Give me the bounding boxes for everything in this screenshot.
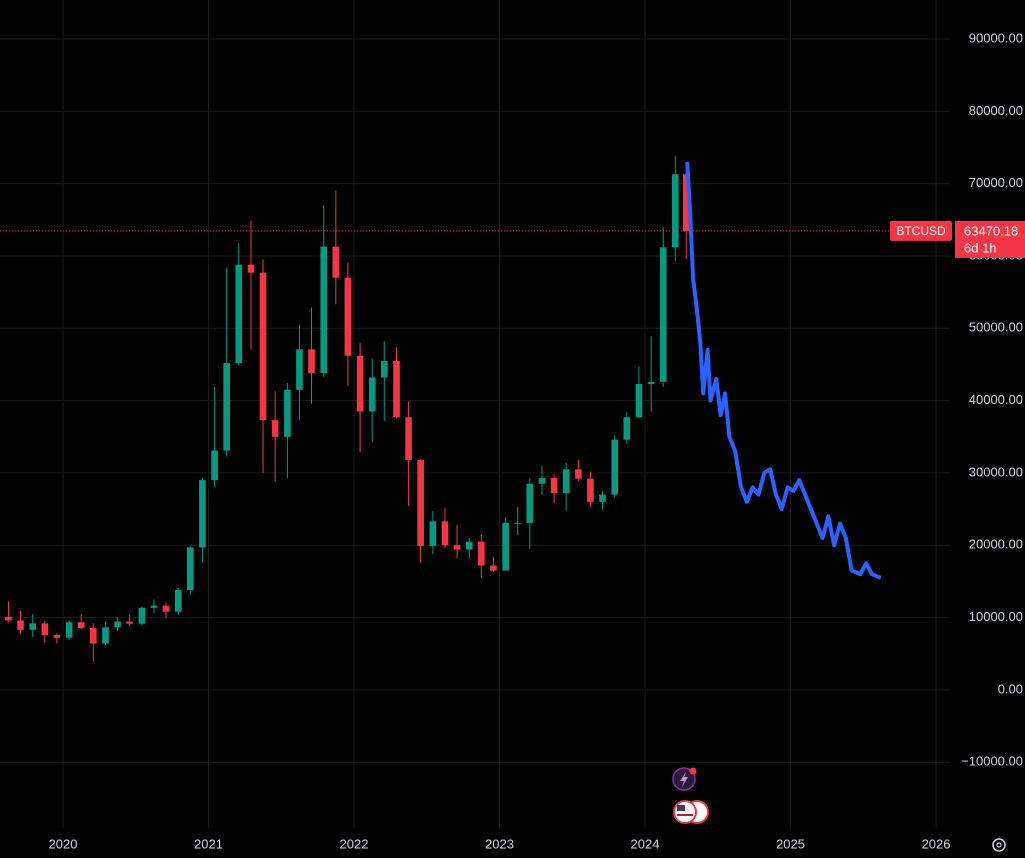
- candle-body: [490, 565, 497, 571]
- plot: [5, 156, 882, 662]
- candle-body: [5, 616, 12, 621]
- candle-body: [138, 607, 146, 624]
- gear-center: [996, 842, 1002, 848]
- x-tick-label: 2023: [485, 836, 514, 851]
- notification-dot: [689, 767, 697, 775]
- x-tick-label: 2021: [194, 836, 223, 851]
- symbol-label: BTCUSD: [896, 224, 946, 238]
- candle-body: [29, 623, 37, 630]
- candle-body: [465, 541, 473, 550]
- x-tick-label: 2020: [49, 836, 78, 851]
- candle-body: [635, 383, 643, 418]
- candle-body: [368, 377, 376, 412]
- candle-body: [284, 389, 291, 437]
- candle-body: [259, 272, 267, 421]
- candle-body: [538, 477, 546, 484]
- x-tick-label: 2022: [340, 836, 369, 851]
- candle-body: [587, 478, 594, 502]
- gear[interactable]: [992, 838, 1006, 852]
- candle-body: [17, 620, 24, 630]
- candle-body: [332, 246, 340, 278]
- symbol-label-bg: [890, 220, 952, 241]
- candle-body: [235, 264, 243, 364]
- candle-body: [126, 621, 133, 624]
- candle-body: [199, 480, 206, 548]
- candle-body: [659, 247, 667, 382]
- candle-body: [380, 360, 388, 378]
- grid: [0, 0, 950, 828]
- projection-line: [685, 161, 882, 580]
- candle-body: [247, 264, 255, 273]
- x-tick-label: 2024: [631, 836, 660, 851]
- candle-body: [211, 450, 218, 481]
- candle-body: [89, 628, 97, 644]
- candle-body: [502, 522, 509, 571]
- y-tick-label: 40000.00: [969, 392, 1023, 407]
- candle-body: [41, 623, 49, 635]
- candle-body: [77, 622, 85, 629]
- y-tick-label: 80000.00: [969, 103, 1023, 118]
- price-label-bg: [955, 220, 1025, 258]
- candle-body: [682, 174, 690, 231]
- candle-body: [102, 627, 109, 644]
- candle-body: [599, 494, 606, 502]
- candle-body: [514, 522, 522, 524]
- candle-body: [223, 363, 231, 451]
- candle-body: [647, 381, 655, 384]
- candle-body: [405, 417, 412, 460]
- candle-body: [575, 469, 582, 479]
- candle-body: [186, 547, 194, 591]
- candle-body: [453, 545, 461, 550]
- candle-body: [671, 174, 679, 248]
- y-tick-label: 50000.00: [969, 320, 1023, 335]
- candle-body: [320, 246, 328, 374]
- candle-body: [308, 349, 315, 374]
- candle-body: [562, 469, 570, 494]
- event-icons: [672, 767, 709, 824]
- candle-body: [356, 355, 364, 412]
- x-tick-label: 2026: [922, 836, 951, 851]
- candle-body: [623, 417, 631, 440]
- candle-body: [271, 420, 279, 437]
- candle-body: [441, 521, 449, 546]
- candle-body: [65, 622, 73, 638]
- candle-body: [393, 360, 400, 418]
- countdown-label: 6d 1h: [964, 240, 997, 255]
- y-tick-label: −10000.00: [961, 754, 1023, 769]
- y-tick-label: 0.00: [998, 681, 1023, 696]
- candle-body: [296, 349, 303, 390]
- y-tick-label: 30000.00: [969, 464, 1023, 479]
- y-tick-label: 70000.00: [969, 175, 1023, 190]
- x-tick-label: 2025: [776, 836, 805, 851]
- candle-body: [611, 439, 619, 495]
- y-tick-label: 90000.00: [969, 30, 1023, 45]
- flag-icon[interactable]: [673, 800, 697, 824]
- candle-body: [526, 483, 534, 523]
- candle-body: [150, 605, 158, 608]
- candle-body: [174, 590, 182, 612]
- y-tick-label: 10000.00: [969, 609, 1023, 624]
- candle-body: [344, 277, 352, 356]
- candle-body: [550, 477, 558, 494]
- candle-body: [429, 521, 437, 546]
- candle-body: [478, 541, 485, 566]
- lightning-glyph: [680, 772, 688, 787]
- settings-icon[interactable]: [992, 838, 1006, 852]
- price-label: 63470.18: [964, 223, 1018, 238]
- candle-body: [417, 459, 424, 546]
- candle-body: [114, 621, 121, 628]
- candle-body: [53, 634, 61, 638]
- candle-body: [162, 605, 170, 612]
- flag-canton: [677, 805, 685, 811]
- y-tick-label: 20000.00: [969, 537, 1023, 552]
